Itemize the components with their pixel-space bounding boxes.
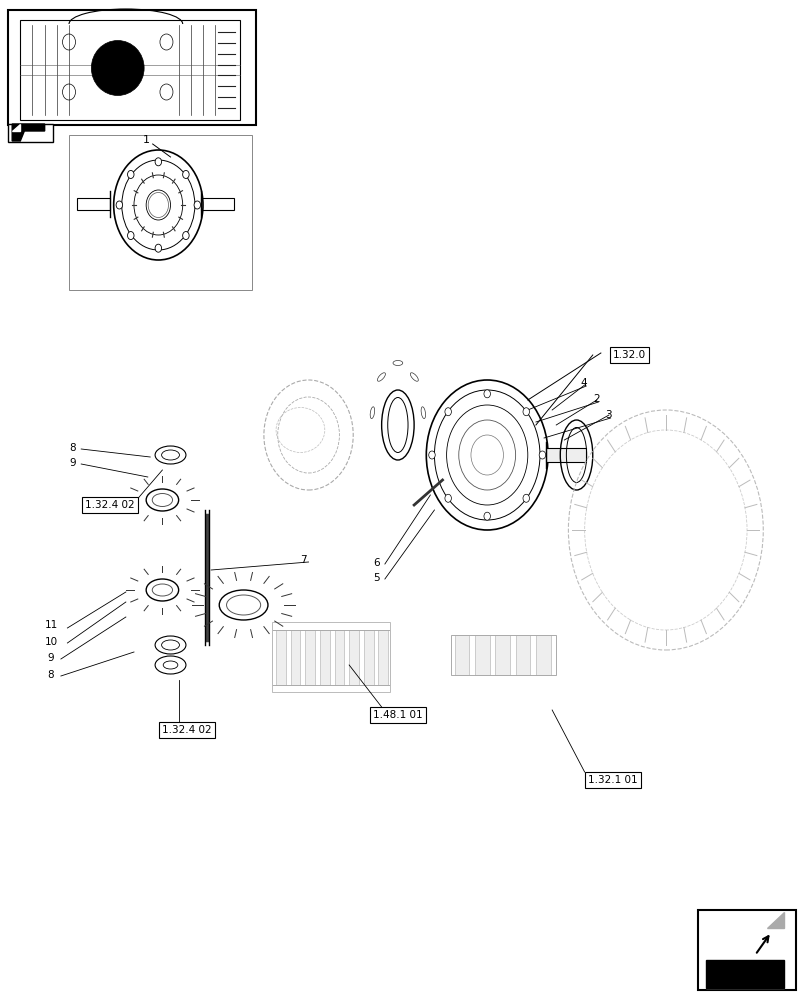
Polygon shape [706,912,783,988]
Bar [8,10,255,125]
Bar [201,198,234,210]
Circle shape [155,158,161,166]
Circle shape [483,512,490,520]
Bar [20,20,239,120]
Bar [272,622,389,692]
Text: 10: 10 [45,637,58,647]
Bar [454,635,469,675]
Circle shape [444,494,451,502]
Bar [290,630,300,685]
Bar [697,910,795,990]
Text: 8: 8 [69,443,75,453]
Polygon shape [766,912,783,928]
Circle shape [182,232,189,240]
Bar [276,630,285,685]
Text: 2: 2 [592,394,599,404]
Text: 4: 4 [580,378,586,388]
Circle shape [539,451,545,459]
Bar [320,630,329,685]
Text: 1.48.1 01: 1.48.1 01 [372,710,423,720]
Bar [69,135,251,290]
Text: 5: 5 [373,573,380,583]
Text: 1.32.0: 1.32.0 [612,350,645,360]
Text: 3: 3 [604,410,611,420]
Text: 8: 8 [47,670,54,680]
Text: 9: 9 [47,653,54,663]
Circle shape [116,201,122,209]
Bar [305,630,315,685]
Text: 1.32.1 01: 1.32.1 01 [587,775,637,785]
Circle shape [483,390,490,398]
Bar [363,630,373,685]
Bar [515,635,530,675]
Circle shape [428,451,435,459]
Bar [77,198,109,210]
Ellipse shape [91,40,144,96]
Circle shape [127,170,134,178]
Text: 1.32.4 02: 1.32.4 02 [84,500,135,510]
Bar [334,630,344,685]
Circle shape [127,232,134,240]
Text: 9: 9 [69,458,75,468]
Text: 1: 1 [143,135,149,145]
Bar [495,635,509,675]
Bar [349,630,358,685]
Bar [378,630,388,685]
Bar [8,124,53,142]
Polygon shape [706,960,783,988]
Text: 7: 7 [300,555,307,565]
Circle shape [522,408,529,416]
Polygon shape [12,124,20,131]
Circle shape [194,201,200,209]
Bar [545,448,586,462]
Text: 1.32.4 02: 1.32.4 02 [161,725,212,735]
Text: 6: 6 [373,558,380,568]
Text: 11: 11 [45,620,58,630]
Bar [272,630,389,685]
Bar [535,635,550,675]
Circle shape [444,408,451,416]
Circle shape [182,170,189,178]
Bar [474,635,489,675]
Bar [450,635,556,675]
Polygon shape [12,124,45,141]
Circle shape [522,494,529,502]
Circle shape [155,244,161,252]
